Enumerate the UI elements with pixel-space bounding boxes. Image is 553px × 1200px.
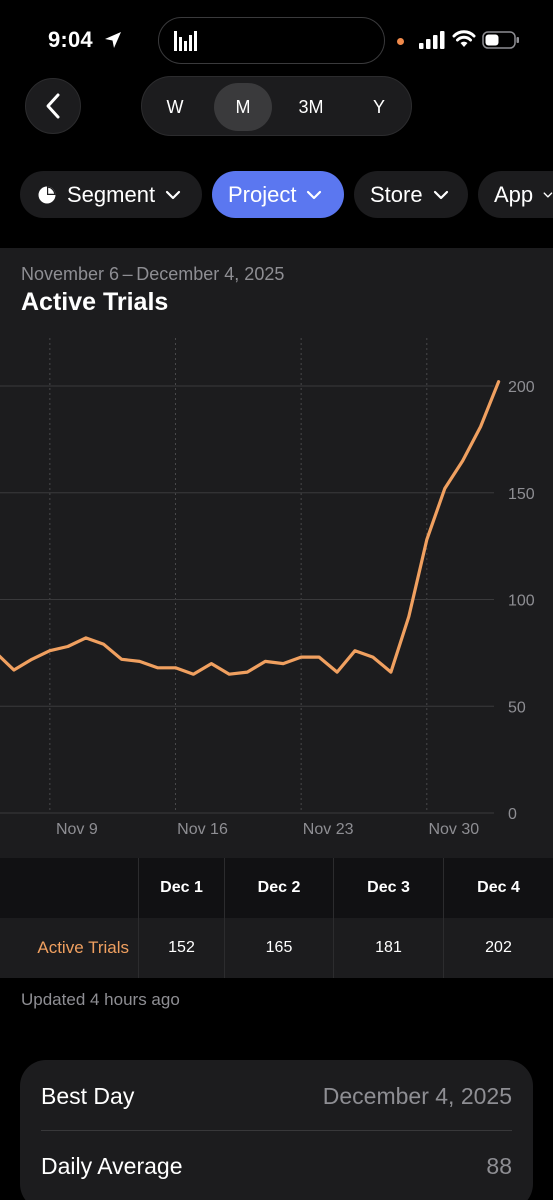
y-tick-label: 150 bbox=[508, 486, 535, 503]
period-option-y[interactable]: Y bbox=[372, 96, 385, 117]
chart-title: Active Trials bbox=[21, 288, 169, 316]
table-header-blank bbox=[0, 858, 138, 918]
table-header-dec-3: Dec 3 bbox=[333, 858, 443, 918]
back-button[interactable] bbox=[25, 78, 81, 134]
summary-label: Daily Average bbox=[41, 1152, 183, 1179]
y-tick-label: 200 bbox=[508, 379, 535, 396]
chevron-down-icon bbox=[307, 190, 322, 199]
filter-segment-label: Segment bbox=[67, 181, 156, 207]
recording-indicator bbox=[397, 38, 404, 45]
x-tick-label: Nov 16 bbox=[177, 821, 228, 838]
cellular-signal-icon bbox=[419, 31, 445, 49]
period-option-3m[interactable]: 3M bbox=[298, 96, 324, 117]
chevron-left-icon bbox=[46, 93, 60, 119]
activity-bars-icon bbox=[174, 31, 197, 51]
table-cell-dec-3: 181 bbox=[333, 918, 443, 978]
summary-label: Best Day bbox=[41, 1082, 135, 1109]
y-tick-label: 100 bbox=[508, 593, 535, 610]
filter-project-label: Project bbox=[228, 181, 297, 207]
table-cell-dec-2: 165 bbox=[224, 918, 333, 978]
table-cell-dec-1: 152 bbox=[138, 918, 224, 978]
summary-divider bbox=[41, 1130, 512, 1131]
summary-value: 88 bbox=[486, 1152, 512, 1179]
y-tick-label: 0 bbox=[508, 806, 517, 823]
filter-segment-chip[interactable]: Segment bbox=[20, 171, 202, 218]
table-header-dec-4: Dec 4 bbox=[443, 858, 553, 918]
chevron-down-icon bbox=[543, 191, 553, 198]
chart-card: Nov 9 Nov 16 Nov 23 Nov 30 0 50 100 150 200 Nove… bbox=[0, 248, 553, 858]
x-tick-label: Nov 9 bbox=[56, 821, 98, 838]
active-trials-line-chart[interactable]: Nov 9 Nov 16 Nov 23 Nov 30 0 50 100 150 200 bbox=[0, 248, 553, 858]
table-cell-dec-4: 202 bbox=[443, 918, 553, 978]
summary-row-daily-average[interactable]: Daily Average 88 bbox=[41, 1132, 512, 1200]
filter-app-chip[interactable]: App bbox=[478, 171, 553, 218]
filter-project-chip[interactable]: Project bbox=[212, 171, 344, 218]
filter-app-label: App bbox=[494, 181, 534, 207]
chevron-down-icon bbox=[433, 190, 448, 199]
location-arrow-icon bbox=[105, 32, 121, 48]
x-tick-label: Nov 30 bbox=[428, 821, 479, 838]
chevron-down-icon bbox=[165, 190, 181, 199]
battery-icon bbox=[482, 31, 519, 49]
filter-store-chip[interactable]: Store bbox=[354, 171, 468, 218]
table-row-label: Active Trials bbox=[0, 918, 138, 978]
updated-timestamp: Updated 4 hours ago bbox=[21, 990, 180, 1009]
table-header-dec-2: Dec 2 bbox=[224, 858, 333, 918]
series-line-active-trials bbox=[0, 380, 501, 676]
wifi-icon bbox=[452, 30, 476, 47]
summary-card: Best Day December 4, 2025 Daily Average … bbox=[20, 1060, 533, 1200]
period-selector: W M 3M Y bbox=[141, 76, 412, 136]
summary-value: December 4, 2025 bbox=[322, 1082, 512, 1109]
filter-store-label: Store bbox=[370, 181, 423, 207]
y-tick-label: 50 bbox=[508, 699, 526, 716]
x-tick-label: Nov 23 bbox=[303, 821, 354, 838]
table-header-dec-1: Dec 1 bbox=[138, 858, 224, 918]
period-option-m[interactable]: M bbox=[214, 83, 272, 131]
status-time: 9:04 bbox=[48, 27, 93, 52]
chart-date-range: November 6 – December 4, 2025 bbox=[21, 264, 285, 284]
dynamic-island[interactable] bbox=[158, 17, 385, 64]
period-option-w[interactable]: W bbox=[166, 96, 184, 117]
summary-row-best-day[interactable]: Best Day December 4, 2025 bbox=[41, 1062, 512, 1130]
pie-chart-icon bbox=[38, 186, 56, 203]
